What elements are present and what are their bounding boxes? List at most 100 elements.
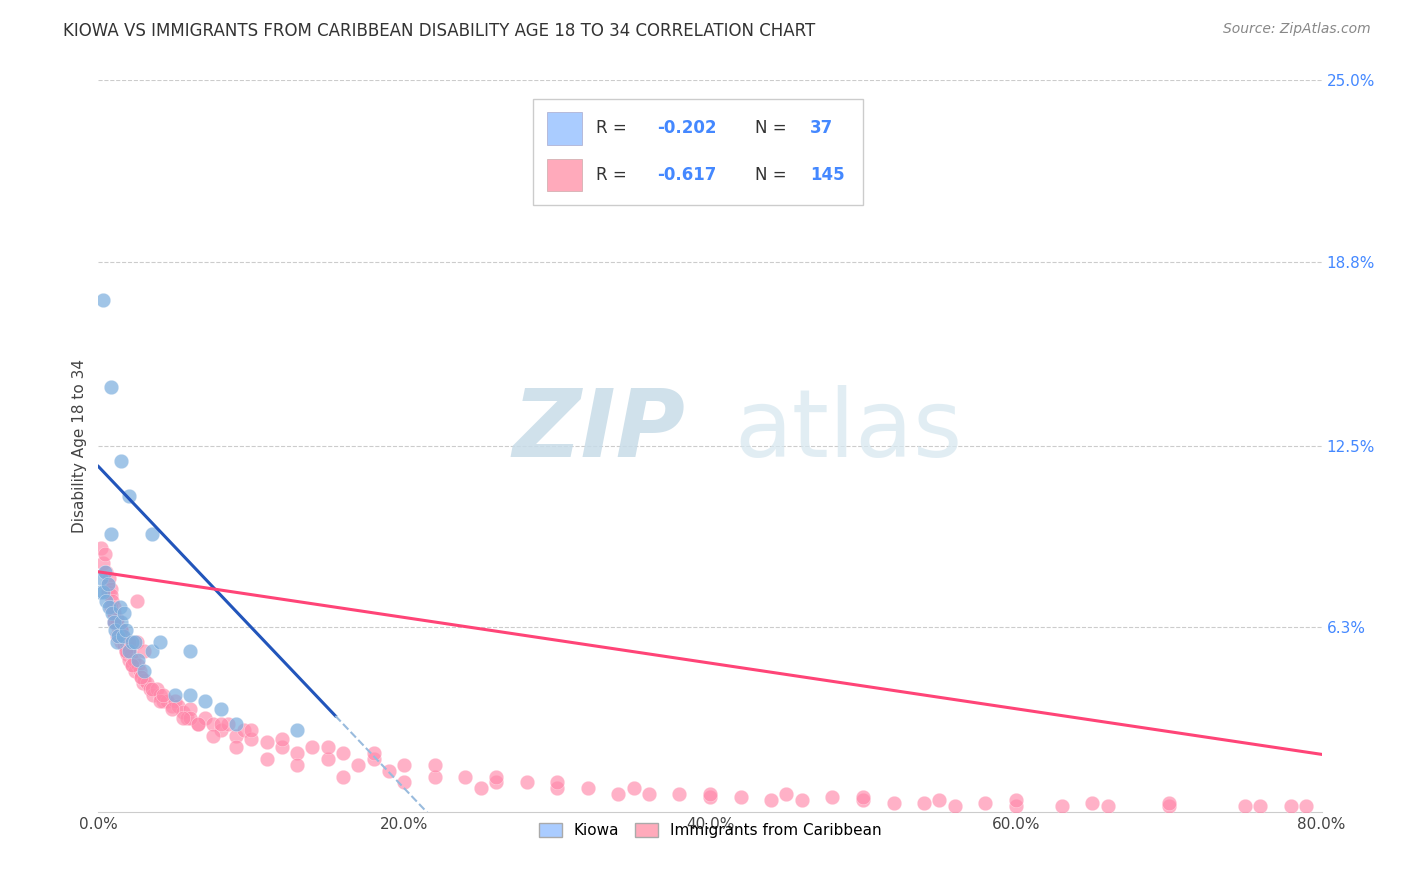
Point: [112, 638, 135, 652]
Point: [122, 652, 145, 666]
Point: [240, 731, 263, 746]
Point: [125, 594, 148, 608]
Point: [179, 644, 201, 658]
Point: [270, 740, 292, 755]
Point: [637, 787, 661, 801]
Legend: Kiowa, Immigrants from Caribbean: Kiowa, Immigrants from Caribbean: [533, 817, 887, 845]
Point: [392, 775, 416, 789]
Text: Source: ZipAtlas.com: Source: ZipAtlas.com: [1223, 22, 1371, 37]
Point: [115, 624, 138, 638]
Point: [110, 453, 132, 467]
Point: [209, 717, 232, 731]
Point: [93, 565, 115, 579]
Point: [167, 699, 190, 714]
Point: [152, 688, 174, 702]
Text: N =: N =: [755, 167, 792, 185]
Point: [163, 688, 186, 702]
Point: [363, 746, 385, 760]
Point: [546, 781, 568, 796]
Point: [100, 380, 122, 394]
Point: [156, 693, 179, 707]
Point: [134, 644, 156, 658]
Point: [124, 665, 146, 679]
Point: [136, 676, 159, 690]
Point: [89, 585, 111, 599]
Point: [912, 796, 935, 810]
Point: [363, 752, 385, 766]
Point: [142, 688, 165, 702]
Point: [699, 787, 721, 801]
Point: [172, 705, 194, 719]
Point: [111, 629, 134, 643]
Point: [163, 693, 186, 707]
Point: [378, 764, 401, 778]
Point: [118, 489, 141, 503]
Point: [790, 793, 813, 807]
Point: [332, 770, 354, 784]
Point: [105, 612, 128, 626]
Point: [103, 599, 125, 614]
Point: [1279, 798, 1302, 813]
Point: [225, 729, 247, 743]
Point: [160, 699, 183, 714]
Point: [100, 526, 122, 541]
Point: [141, 681, 163, 696]
Point: [775, 787, 797, 801]
Point: [105, 629, 128, 643]
Point: [232, 723, 254, 737]
Point: [128, 665, 150, 679]
Point: [202, 717, 225, 731]
Point: [1050, 798, 1073, 813]
Point: [141, 644, 163, 658]
Point: [270, 731, 292, 746]
Point: [98, 599, 121, 614]
Point: [124, 635, 146, 649]
Point: [240, 723, 263, 737]
Point: [179, 688, 201, 702]
Point: [132, 676, 155, 690]
Point: [104, 615, 127, 629]
Point: [1295, 798, 1317, 813]
Text: N =: N =: [755, 119, 792, 136]
Point: [1249, 798, 1271, 813]
Point: [1234, 798, 1257, 813]
Point: [668, 787, 690, 801]
Text: R =: R =: [596, 167, 633, 185]
Point: [100, 599, 122, 614]
Point: [115, 635, 138, 649]
Point: [103, 606, 125, 620]
Point: [118, 640, 141, 655]
Point: [103, 615, 125, 629]
Point: [117, 647, 139, 661]
Text: 145: 145: [810, 167, 845, 185]
Bar: [547, 112, 582, 145]
Y-axis label: Disability Age 18 to 34: Disability Age 18 to 34: [72, 359, 87, 533]
Text: atlas: atlas: [734, 385, 963, 477]
Point: [607, 787, 630, 801]
Point: [107, 620, 129, 634]
Point: [172, 711, 194, 725]
Point: [91, 556, 114, 570]
Point: [107, 629, 129, 643]
Point: [1157, 796, 1180, 810]
Point: [1157, 798, 1180, 813]
Point: [516, 775, 538, 789]
Point: [90, 571, 112, 585]
Point: [112, 606, 135, 620]
Point: [470, 781, 492, 796]
Point: [118, 644, 141, 658]
Text: ZIP: ZIP: [513, 385, 686, 477]
Point: [134, 673, 156, 687]
Point: [98, 571, 121, 585]
Point: [1004, 798, 1026, 813]
Point: [97, 576, 120, 591]
Point: [103, 615, 125, 629]
Point: [94, 594, 117, 608]
Point: [423, 770, 446, 784]
Bar: [547, 159, 582, 192]
Point: [110, 624, 132, 638]
Point: [149, 635, 172, 649]
Point: [1081, 796, 1104, 810]
Point: [91, 585, 114, 599]
Point: [100, 588, 122, 602]
